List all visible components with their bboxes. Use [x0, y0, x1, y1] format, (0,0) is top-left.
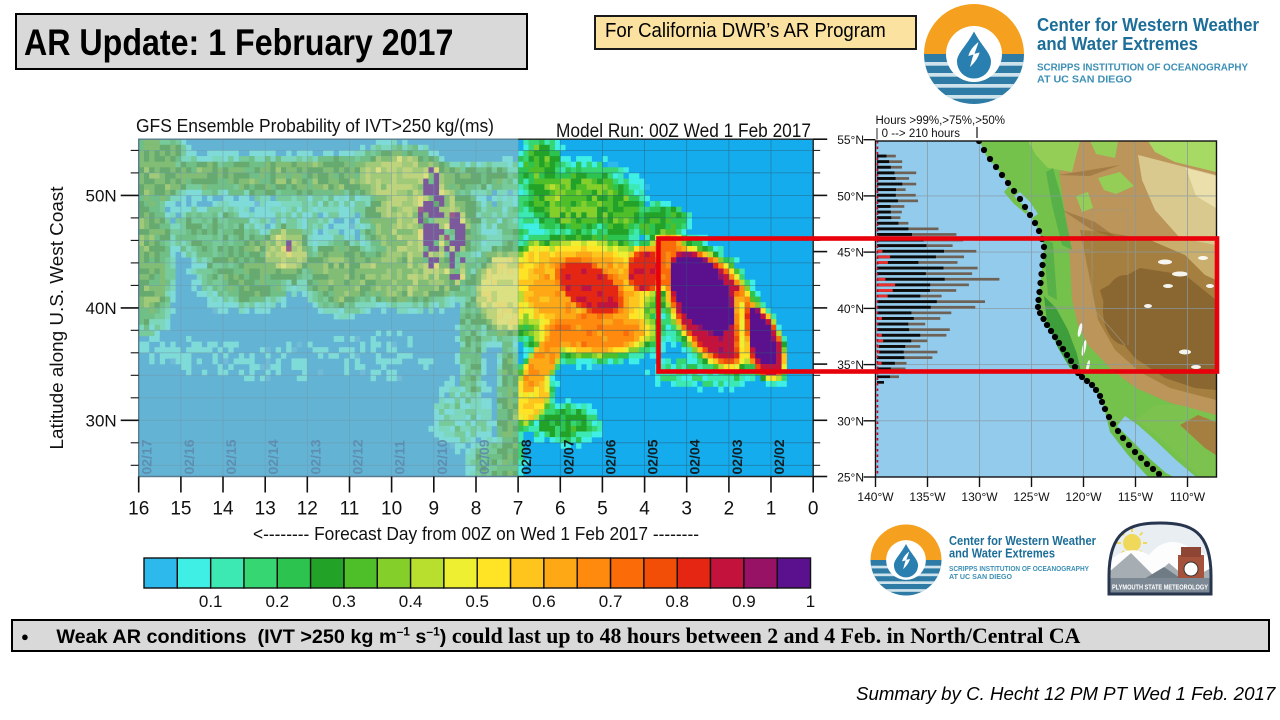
svg-text:8: 8: [471, 499, 482, 520]
svg-text:35°N: 35°N: [837, 358, 864, 372]
svg-text:6: 6: [555, 499, 566, 520]
svg-text:1: 1: [806, 592, 815, 611]
svg-text:15: 15: [170, 499, 191, 520]
svg-text:GFS Ensemble Probability of IV: GFS Ensemble Probability of IVT>250 kg/(…: [136, 115, 494, 136]
svg-text:110°W: 110°W: [1170, 490, 1206, 504]
svg-text:135°W: 135°W: [909, 490, 946, 504]
svg-text:3: 3: [681, 499, 692, 520]
svg-text:0.6: 0.6: [532, 592, 556, 611]
svg-text:10: 10: [381, 499, 402, 520]
svg-text:02/10: 02/10: [434, 439, 450, 474]
svg-text:0.9: 0.9: [732, 592, 756, 611]
svg-text:40°N: 40°N: [837, 302, 864, 316]
svg-text:and Water Extremes: and Water Extremes: [1037, 34, 1198, 55]
svg-text:02/14: 02/14: [265, 439, 281, 474]
svg-text:50°N: 50°N: [837, 189, 864, 203]
svg-text:2: 2: [724, 499, 735, 520]
svg-text:02/16: 02/16: [181, 439, 197, 474]
svg-text:55°N: 55°N: [837, 133, 864, 147]
svg-text:12: 12: [297, 499, 318, 520]
svg-text:02/06: 02/06: [602, 439, 618, 474]
svg-text:SCRIPPS INSTITUTION OF OCEANOG: SCRIPPS INSTITUTION OF OCEANOGRAPHY: [1037, 61, 1248, 73]
svg-text:| 0 --> 210 hours: | 0 --> 210 hours: [876, 128, 961, 140]
svg-text:0: 0: [808, 499, 819, 520]
svg-text:115°W: 115°W: [1118, 490, 1154, 504]
svg-text:Center for Western Weather: Center for Western Weather: [1037, 15, 1260, 36]
svg-text:02/12: 02/12: [350, 439, 366, 474]
svg-text:PLYMOUTH STATE METEOROLOGY: PLYMOUTH STATE METEOROLOGY: [1112, 583, 1208, 592]
svg-text:0.2: 0.2: [265, 592, 289, 611]
svg-text:02/08: 02/08: [518, 439, 534, 474]
svg-text:130°W: 130°W: [961, 490, 998, 504]
svg-text:02/15: 02/15: [223, 439, 239, 474]
svg-text:30N: 30N: [86, 411, 117, 430]
svg-text:30°N: 30°N: [837, 414, 864, 428]
svg-text:Latitude along U.S. West Coast: Latitude along U.S. West Coast: [47, 187, 67, 450]
svg-text:4: 4: [639, 499, 650, 520]
svg-text:02/05: 02/05: [645, 439, 661, 474]
svg-text:Model Run: 00Z Wed 1 Feb 2017: Model Run: 00Z Wed 1 Feb 2017: [556, 120, 811, 142]
svg-text:7: 7: [513, 499, 524, 520]
svg-text:Hours >99%,>75%,>50%: Hours >99%,>75%,>50%: [876, 115, 1005, 127]
svg-text:02/02: 02/02: [771, 439, 787, 474]
svg-text:16: 16: [128, 499, 149, 520]
svg-text:02/07: 02/07: [560, 439, 576, 474]
svg-text:0.1: 0.1: [199, 592, 223, 611]
svg-text:02/09: 02/09: [476, 439, 492, 474]
svg-text:50N: 50N: [86, 186, 117, 205]
svg-text:14: 14: [212, 499, 234, 520]
svg-text:02/17: 02/17: [139, 439, 155, 474]
svg-text:02/11: 02/11: [392, 440, 408, 474]
svg-text:125°W: 125°W: [1013, 490, 1050, 504]
svg-text:Center for Western Weather: Center for Western Weather: [949, 534, 1096, 548]
svg-text:AT UC SAN DIEGO: AT UC SAN DIEGO: [1037, 73, 1132, 85]
svg-text:and Water Extremes: and Water Extremes: [949, 547, 1055, 561]
svg-text:0.4: 0.4: [399, 592, 423, 611]
svg-text:0.7: 0.7: [599, 592, 623, 611]
svg-text:5: 5: [597, 499, 608, 520]
svg-text:9: 9: [429, 499, 440, 520]
svg-text:25°N: 25°N: [837, 471, 864, 485]
svg-text:40N: 40N: [86, 299, 117, 318]
svg-text:1: 1: [766, 499, 777, 520]
svg-text:02/04: 02/04: [687, 439, 703, 474]
svg-text:11: 11: [340, 499, 360, 520]
svg-text:02/03: 02/03: [729, 439, 745, 474]
svg-text:02/13: 02/13: [307, 439, 323, 474]
svg-text:SCRIPPS INSTITUTION OF OCEANOG: SCRIPPS INSTITUTION OF OCEANOGRAPHY: [949, 566, 1089, 573]
svg-text:0.8: 0.8: [665, 592, 689, 611]
svg-text:140°W: 140°W: [857, 490, 894, 504]
svg-text:45°N: 45°N: [837, 246, 864, 260]
svg-text:0.3: 0.3: [332, 592, 356, 611]
svg-text:120°W: 120°W: [1065, 490, 1102, 504]
svg-text:13: 13: [255, 499, 276, 520]
svg-text:<-------- Forecast Day from 00: <-------- Forecast Day from 00Z on Wed 1…: [253, 524, 699, 544]
svg-text:AT UC SAN DIEGO: AT UC SAN DIEGO: [949, 574, 1013, 581]
svg-text:0.5: 0.5: [465, 592, 489, 611]
